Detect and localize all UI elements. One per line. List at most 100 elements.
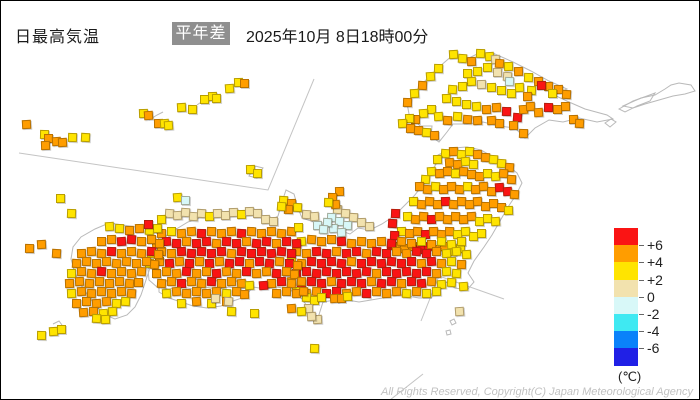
station-marker[interactable] — [475, 48, 486, 59]
station-marker[interactable] — [84, 278, 95, 289]
station-marker[interactable] — [401, 266, 412, 277]
station-marker[interactable] — [226, 226, 237, 237]
station-marker[interactable] — [451, 96, 462, 107]
station-marker[interactable] — [211, 294, 220, 303]
station-marker[interactable] — [421, 288, 432, 299]
station-marker[interactable] — [311, 246, 322, 257]
station-marker[interactable] — [561, 89, 572, 100]
station-marker[interactable] — [116, 236, 127, 247]
station-marker[interactable] — [560, 101, 571, 112]
station-marker[interactable] — [476, 79, 487, 90]
station-marker[interactable] — [451, 268, 462, 279]
station-marker[interactable] — [152, 269, 161, 278]
station-marker[interactable] — [81, 256, 92, 267]
station-marker[interactable] — [522, 91, 533, 102]
station-marker[interactable] — [301, 266, 312, 277]
station-marker[interactable] — [167, 227, 176, 236]
station-marker[interactable] — [286, 303, 297, 314]
station-marker[interactable] — [506, 174, 517, 185]
station-marker[interactable] — [387, 218, 398, 229]
station-marker[interactable] — [143, 110, 154, 121]
station-marker[interactable] — [401, 288, 412, 299]
station-marker[interactable] — [76, 266, 87, 277]
station-marker[interactable] — [371, 246, 382, 257]
station-marker[interactable] — [156, 214, 167, 225]
station-marker[interactable] — [509, 189, 520, 200]
station-marker[interactable] — [214, 256, 225, 267]
station-marker[interactable] — [132, 259, 141, 268]
station-marker[interactable] — [281, 236, 292, 247]
station-marker[interactable] — [382, 267, 391, 276]
station-marker[interactable] — [326, 256, 337, 267]
station-marker[interactable] — [396, 236, 407, 247]
station-marker[interactable] — [186, 226, 197, 237]
station-marker[interactable] — [226, 276, 237, 287]
station-marker[interactable] — [357, 259, 366, 268]
station-marker[interactable] — [250, 309, 259, 318]
station-marker[interactable] — [201, 236, 212, 247]
station-marker[interactable] — [309, 343, 320, 354]
station-marker[interactable] — [281, 286, 292, 297]
station-marker[interactable] — [116, 266, 127, 277]
station-marker[interactable] — [361, 266, 372, 277]
station-marker[interactable] — [457, 237, 466, 246]
station-marker[interactable] — [114, 223, 125, 234]
station-marker[interactable] — [504, 76, 515, 87]
station-marker[interactable] — [180, 195, 191, 206]
station-marker[interactable] — [268, 216, 279, 227]
station-marker[interactable] — [462, 100, 471, 109]
station-marker[interactable] — [258, 280, 269, 291]
station-marker[interactable] — [21, 119, 32, 130]
station-marker[interactable] — [181, 288, 192, 299]
station-marker[interactable] — [327, 235, 336, 244]
station-marker[interactable] — [239, 289, 250, 300]
station-marker[interactable] — [155, 239, 164, 248]
station-marker[interactable] — [176, 246, 187, 257]
station-marker[interactable] — [466, 76, 477, 87]
station-marker[interactable] — [202, 267, 211, 276]
station-marker[interactable] — [501, 106, 512, 117]
station-marker[interactable] — [206, 226, 217, 237]
station-marker[interactable] — [134, 223, 145, 234]
station-marker[interactable] — [336, 236, 347, 247]
station-marker[interactable] — [490, 216, 501, 227]
station-marker[interactable] — [153, 249, 164, 260]
station-marker[interactable] — [206, 276, 217, 287]
station-marker[interactable] — [316, 236, 327, 247]
station-marker[interactable] — [97, 237, 106, 246]
station-marker[interactable] — [191, 296, 202, 307]
station-marker[interactable] — [462, 114, 473, 125]
station-marker[interactable] — [104, 221, 115, 232]
station-marker[interactable] — [366, 256, 377, 267]
station-marker[interactable] — [296, 276, 307, 287]
station-marker[interactable] — [57, 325, 66, 334]
station-marker[interactable] — [486, 82, 497, 93]
station-marker[interactable] — [494, 118, 505, 129]
station-marker[interactable] — [298, 286, 309, 297]
station-marker[interactable] — [271, 288, 282, 299]
station-marker[interactable] — [318, 224, 329, 235]
station-marker[interactable] — [429, 130, 440, 141]
station-marker[interactable] — [152, 223, 163, 234]
station-marker[interactable] — [166, 276, 177, 287]
station-marker[interactable] — [391, 286, 402, 297]
station-marker[interactable] — [382, 249, 391, 258]
station-marker[interactable] — [407, 239, 416, 248]
station-marker[interactable] — [417, 80, 428, 91]
station-marker[interactable] — [251, 268, 262, 279]
station-marker[interactable] — [171, 286, 182, 297]
station-marker[interactable] — [346, 276, 357, 287]
station-marker[interactable] — [457, 81, 468, 92]
station-marker[interactable] — [323, 197, 334, 208]
station-marker[interactable] — [351, 286, 362, 297]
station-marker[interactable] — [436, 236, 447, 247]
station-marker[interactable] — [252, 168, 263, 179]
station-marker[interactable] — [364, 221, 375, 232]
station-marker[interactable] — [409, 88, 420, 99]
station-marker[interactable] — [306, 256, 317, 267]
station-marker[interactable] — [371, 286, 382, 297]
station-marker[interactable] — [120, 296, 131, 307]
station-marker[interactable] — [124, 225, 135, 236]
station-marker[interactable] — [261, 266, 272, 277]
station-marker[interactable] — [317, 293, 326, 302]
